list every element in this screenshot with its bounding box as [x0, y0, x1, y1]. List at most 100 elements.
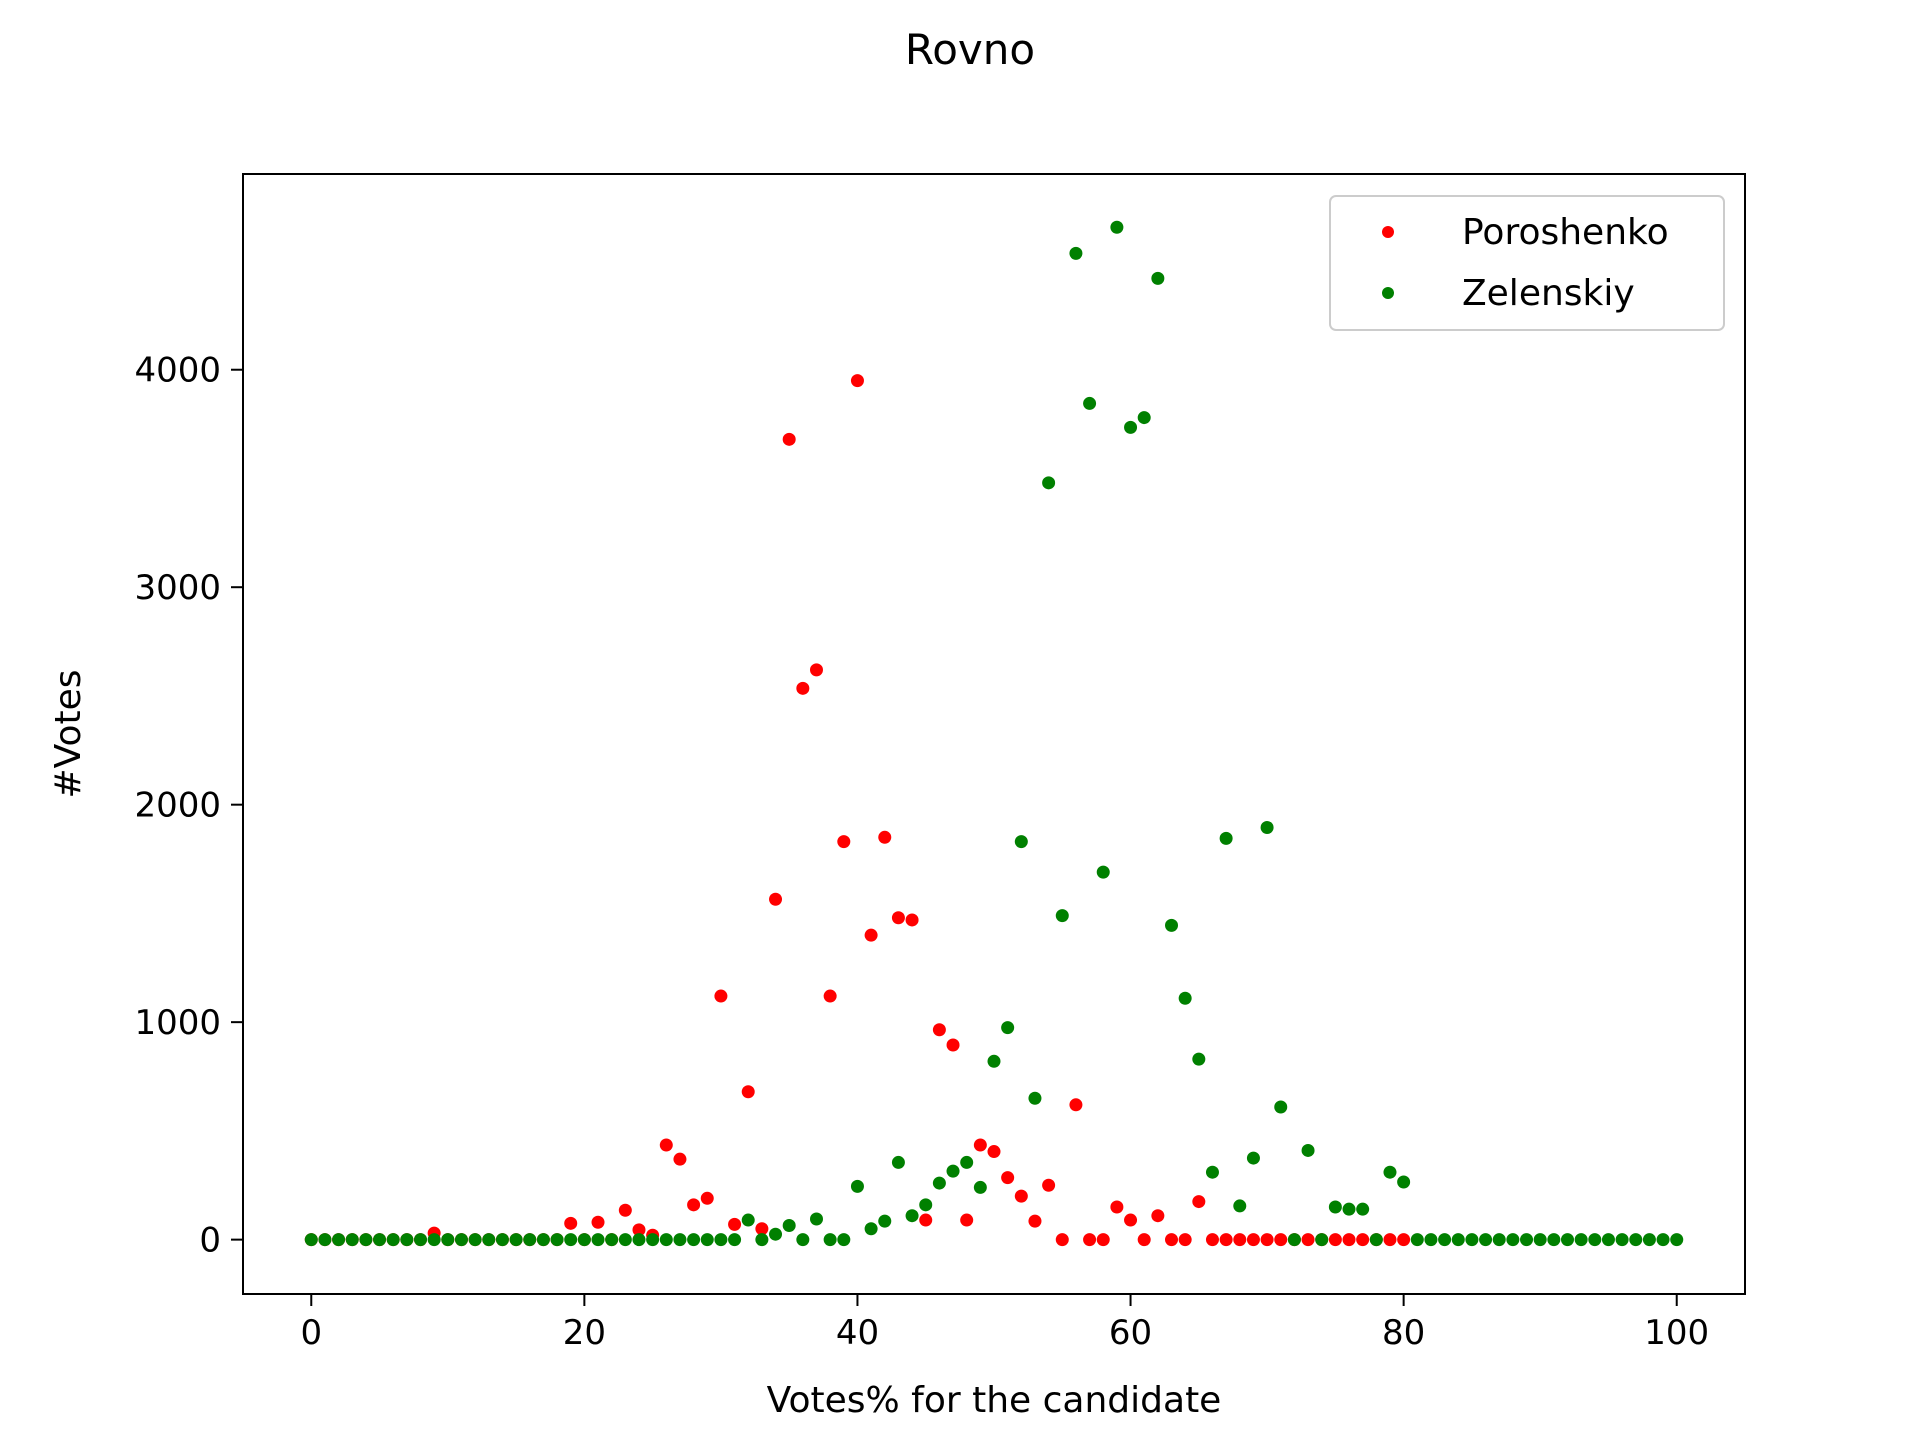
- point-poroshenko-70: [1260, 1233, 1274, 1247]
- point-zelenskiy-42: [878, 1214, 892, 1228]
- point-zelenskiy-38: [823, 1233, 837, 1247]
- legend-marker-poroshenko: [1382, 226, 1394, 238]
- point-zelenskiy-49: [973, 1180, 987, 1194]
- point-zelenskiy-10: [441, 1233, 455, 1247]
- legend-box: [1329, 195, 1725, 331]
- point-zelenskiy-6: [386, 1233, 400, 1247]
- y-axis-label: #Votes: [48, 669, 89, 798]
- point-zelenskiy-16: [523, 1233, 537, 1247]
- point-poroshenko-31: [728, 1217, 742, 1231]
- point-poroshenko-40: [850, 374, 864, 388]
- point-poroshenko-64: [1178, 1233, 1192, 1247]
- point-zelenskiy-2: [332, 1233, 346, 1247]
- point-zelenskiy-18: [550, 1233, 564, 1247]
- point-zelenskiy-34: [769, 1227, 783, 1241]
- point-poroshenko-26: [659, 1138, 673, 1152]
- point-poroshenko-51: [1001, 1171, 1015, 1185]
- point-zelenskiy-23: [618, 1233, 632, 1247]
- point-zelenskiy-41: [864, 1222, 878, 1236]
- point-zelenskiy-71: [1274, 1100, 1288, 1114]
- point-zelenskiy-24: [632, 1233, 646, 1247]
- point-zelenskiy-68: [1233, 1199, 1247, 1213]
- point-poroshenko-67: [1219, 1233, 1233, 1247]
- point-zelenskiy-1: [318, 1233, 332, 1247]
- point-zelenskiy-96: [1615, 1233, 1629, 1247]
- point-zelenskiy-84: [1451, 1233, 1465, 1247]
- y-tick-label-0: 0: [199, 1221, 221, 1261]
- point-poroshenko-48: [960, 1213, 974, 1227]
- point-zelenskiy-27: [673, 1233, 687, 1247]
- point-zelenskiy-77: [1356, 1202, 1370, 1216]
- x-axis-label: Votes% for the candidate: [767, 1380, 1222, 1421]
- legend-label-poroshenko: Poroshenko: [1462, 212, 1669, 253]
- point-zelenskiy-60: [1124, 420, 1138, 434]
- point-poroshenko-19: [564, 1216, 578, 1230]
- point-poroshenko-60: [1124, 1213, 1138, 1227]
- x-axis: 0 20 40 60 80 100: [300, 1294, 1709, 1353]
- point-poroshenko-32: [741, 1085, 755, 1099]
- point-zelenskiy-45: [919, 1198, 933, 1212]
- y-tick-label-2: 2000: [134, 786, 221, 826]
- point-zelenskiy-25: [646, 1233, 660, 1247]
- point-poroshenko-36: [796, 681, 810, 695]
- x-tick-label-5: 100: [1644, 1313, 1709, 1353]
- legend-marker-zelenskiy: [1382, 287, 1394, 299]
- point-zelenskiy-37: [809, 1212, 823, 1226]
- point-zelenskiy-4: [359, 1233, 373, 1247]
- point-zelenskiy-74: [1315, 1233, 1329, 1247]
- point-zelenskiy-51: [1001, 1021, 1015, 1035]
- point-zelenskiy-67: [1219, 831, 1233, 845]
- point-zelenskiy-36: [796, 1233, 810, 1247]
- point-zelenskiy-3: [345, 1233, 359, 1247]
- point-zelenskiy-12: [468, 1233, 482, 1247]
- point-zelenskiy-17: [536, 1233, 550, 1247]
- point-zelenskiy-91: [1547, 1233, 1561, 1247]
- point-zelenskiy-20: [577, 1233, 591, 1247]
- point-zelenskiy-26: [659, 1233, 673, 1247]
- point-zelenskiy-99: [1656, 1233, 1670, 1247]
- point-zelenskiy-80: [1397, 1175, 1411, 1189]
- point-zelenskiy-92: [1560, 1233, 1574, 1247]
- point-zelenskiy-40: [850, 1179, 864, 1193]
- y-tick-label-1: 1000: [134, 1003, 221, 1043]
- point-zelenskiy-93: [1574, 1233, 1588, 1247]
- point-zelenskiy-82: [1424, 1233, 1438, 1247]
- point-poroshenko-76: [1342, 1233, 1356, 1247]
- point-poroshenko-29: [700, 1191, 714, 1205]
- point-poroshenko-45: [919, 1213, 933, 1227]
- point-poroshenko-58: [1096, 1233, 1110, 1247]
- point-poroshenko-80: [1397, 1233, 1411, 1247]
- point-zelenskiy-75: [1328, 1200, 1342, 1214]
- point-poroshenko-62: [1151, 1209, 1165, 1223]
- point-zelenskiy-11: [454, 1233, 468, 1247]
- x-tick-label-3: 60: [1109, 1313, 1152, 1353]
- x-tick-label-4: 80: [1382, 1313, 1425, 1353]
- point-poroshenko-66: [1205, 1233, 1219, 1247]
- point-poroshenko-50: [987, 1145, 1001, 1159]
- point-poroshenko-56: [1069, 1098, 1083, 1112]
- point-zelenskiy-33: [755, 1233, 769, 1247]
- point-zelenskiy-48: [960, 1155, 974, 1169]
- point-zelenskiy-73: [1301, 1143, 1315, 1157]
- point-zelenskiy-61: [1137, 411, 1151, 425]
- point-zelenskiy-95: [1601, 1233, 1615, 1247]
- point-zelenskiy-22: [605, 1233, 619, 1247]
- point-zelenskiy-65: [1192, 1052, 1206, 1066]
- point-poroshenko-38: [823, 989, 837, 1003]
- point-poroshenko-28: [687, 1198, 701, 1212]
- point-zelenskiy-59: [1110, 220, 1124, 234]
- plot-frame: [242, 173, 1746, 1295]
- point-zelenskiy-83: [1438, 1233, 1452, 1247]
- point-zelenskiy-76: [1342, 1202, 1356, 1216]
- point-poroshenko-79: [1383, 1233, 1397, 1247]
- point-zelenskiy-0: [304, 1233, 318, 1247]
- point-zelenskiy-81: [1410, 1233, 1424, 1247]
- point-zelenskiy-5: [373, 1233, 387, 1247]
- point-zelenskiy-31: [728, 1233, 742, 1247]
- point-poroshenko-65: [1192, 1195, 1206, 1209]
- point-zelenskiy-39: [837, 1233, 851, 1247]
- point-poroshenko-43: [891, 911, 905, 925]
- point-zelenskiy-69: [1246, 1151, 1260, 1165]
- point-poroshenko-52: [1014, 1189, 1028, 1203]
- point-zelenskiy-44: [905, 1209, 919, 1223]
